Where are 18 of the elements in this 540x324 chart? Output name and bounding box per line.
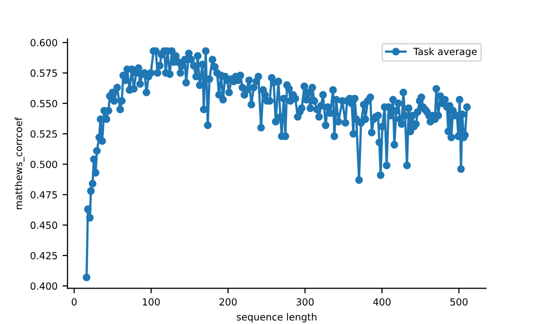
y-tick-label: 0.425 <box>30 252 57 260</box>
y-tick-label: 0.450 <box>30 222 58 229</box>
x-tick-label: 200 <box>220 298 237 306</box>
legend-label: Task average <box>413 48 477 58</box>
y-tick-label: 0.525 <box>30 130 57 138</box>
x-tick-label: 400 <box>373 298 391 306</box>
y-tick-label: 0.475 <box>30 191 57 198</box>
x-tick-label: 0 <box>72 298 77 306</box>
y-tick-label: 0.550 <box>30 100 58 108</box>
x-tick-label: 300 <box>296 298 314 306</box>
y-tick-label: 0.500 <box>30 160 58 168</box>
x-tick-label: 500 <box>450 298 468 306</box>
x-tick-label: 100 <box>142 298 160 306</box>
y-tick-label: 0.600 <box>30 39 58 46</box>
y-tick-label: 0.400 <box>30 282 58 290</box>
y-axis-title: matthews_corrcoef <box>14 117 24 210</box>
y-tick-label: 0.575 <box>30 69 57 77</box>
x-axis-title: sequence length <box>236 313 316 322</box>
